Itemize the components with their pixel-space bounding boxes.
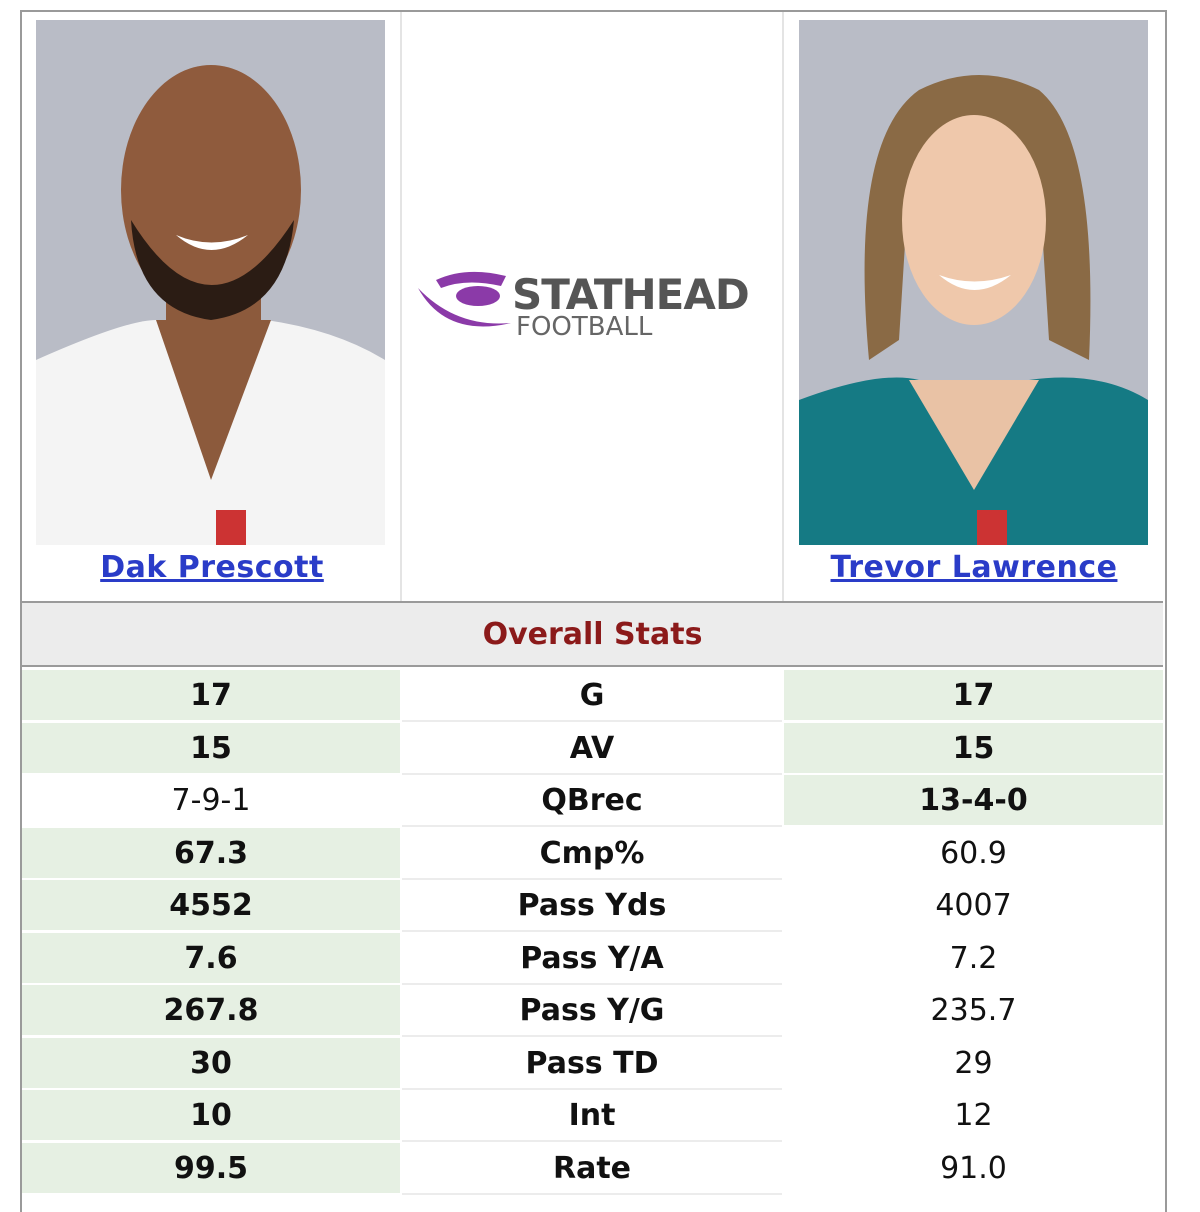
right-value: 13-4-0 [784, 775, 1163, 825]
row-divider [402, 720, 782, 722]
stat-label: Rate [552, 1150, 632, 1186]
player-photo [799, 20, 1148, 545]
left-value: 30 [22, 1037, 400, 1088]
logo-text: STATHEAD [512, 270, 750, 319]
left-value: 10 [22, 1090, 400, 1140]
right-value: 17 [784, 670, 1163, 720]
stat-label: Int [568, 1098, 616, 1133]
row-divider [402, 772, 782, 775]
right-value: 235.7 [930, 993, 1017, 1028]
right-value: 91.0 [940, 1150, 1007, 1186]
left-value: 67.3 [22, 827, 400, 878]
stat-label: Pass Y/G [519, 993, 665, 1028]
left-value: 99.5 [22, 1142, 400, 1193]
photo-art [799, 20, 1148, 545]
right-value: 29 [954, 1045, 993, 1081]
row-divider [402, 1035, 782, 1037]
row-divider [402, 825, 782, 827]
left-value: 15 [22, 722, 400, 773]
stat-label: AV [569, 730, 615, 766]
logo: STATHEAD FOOTBALL [416, 268, 776, 343]
row-divider [402, 1087, 782, 1090]
left-value: 17 [22, 670, 400, 720]
right-value: 12 [954, 1098, 993, 1133]
separator [400, 12, 402, 601]
logo-icon [418, 271, 511, 327]
right-value: 7.2 [949, 940, 998, 976]
right-value: 60.9 [940, 835, 1007, 871]
player-link[interactable]: Dak Prescott [100, 550, 324, 585]
row-divider [402, 1192, 782, 1195]
table-frame [20, 10, 1167, 1212]
stat-label: Pass TD [525, 1045, 659, 1081]
stat-label: G [579, 678, 605, 713]
row-divider [402, 930, 782, 932]
player-link[interactable]: Trevor Lawrence [830, 550, 1118, 585]
player-photo [36, 20, 385, 545]
row-divider [402, 877, 782, 880]
logo-subtext: FOOTBALL [516, 312, 653, 342]
stat-label: QBrec [541, 783, 643, 818]
section-header: Overall Stats [22, 601, 1163, 667]
photo-art [36, 20, 385, 545]
row-divider [402, 982, 782, 985]
stat-label: Cmp% [539, 835, 645, 871]
left-value: 7.6 [22, 932, 400, 983]
left-value: 7-9-1 [171, 783, 251, 818]
row-divider [402, 1140, 782, 1142]
separator [782, 12, 784, 601]
stat-label: Pass Y/A [520, 940, 664, 976]
right-value: 4007 [935, 888, 1012, 923]
stat-label: Pass Yds [517, 888, 667, 923]
left-value: 4552 [22, 880, 400, 930]
right-value: 15 [784, 722, 1163, 773]
left-value: 267.8 [22, 985, 400, 1035]
